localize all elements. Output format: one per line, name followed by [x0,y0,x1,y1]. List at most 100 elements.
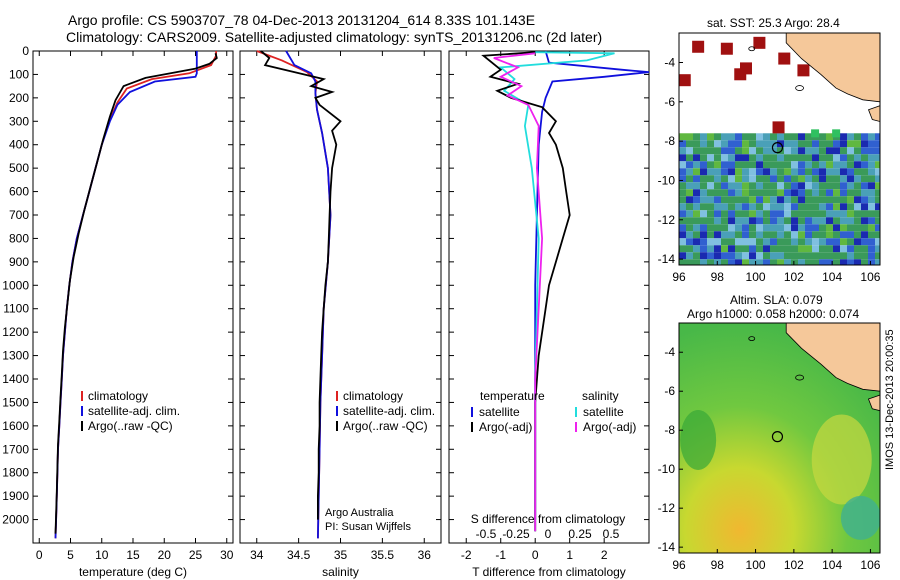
sst-cell [700,133,707,141]
map-y-tick-label: -6 [664,95,675,109]
sst-cell [777,259,784,265]
sst-cell [742,189,749,197]
sst-map-title: sat. SST: 25.3 Argo: 28.4 [707,16,840,30]
sst-cell [735,133,742,141]
sst-cell [875,182,880,190]
sst-red-cell [720,42,733,55]
sst-cell [819,175,826,183]
sst-cell [707,238,714,246]
sst-cell [721,140,728,148]
sst-cell [777,147,784,155]
sst-cell [868,189,875,197]
sst-cell [693,224,700,232]
sst-cell [826,154,833,162]
sst-cell [693,259,700,265]
sst-cell [777,210,784,218]
sst-cell [854,182,861,190]
sst-cell [707,245,714,253]
sst-cell [847,133,854,141]
sst-cell [861,147,868,155]
sst-cell [833,252,840,260]
x-tick-label: 5 [67,548,74,562]
sst-cell [861,224,868,232]
sst-cell [791,168,798,176]
chart-subtitle: Climatology: CARS2009. Satellite-adjuste… [66,29,603,45]
sst-cell [819,224,826,232]
sst-cell [756,154,763,162]
sst-cell [812,175,819,183]
sst-cell [728,245,735,253]
sst-cell [812,196,819,204]
sst-cell [707,196,714,204]
sst-cell [861,259,868,265]
map-x-tick-label: 104 [822,558,842,572]
sst-cell [798,189,805,197]
map-y-tick-label: -12 [658,501,676,515]
sst-cell [735,217,742,225]
sst-cell [700,182,707,190]
sst-cell [721,259,728,265]
sst-cell [714,182,721,190]
sst-cell [833,238,840,246]
sst-cell [707,133,714,141]
sst-cell [700,196,707,204]
sst-cell [840,259,847,265]
sst-cell [840,182,847,190]
sst-cell [742,217,749,225]
sst-cell [826,224,833,232]
sst-cell [875,175,880,183]
sst-cell [742,203,749,211]
x-tick-label: 0 [532,548,539,562]
sst-cell [707,161,714,169]
sst-cell [826,189,833,197]
sst-cell [700,217,707,225]
sst-cell [798,161,805,169]
x-tick-label: 36 [418,548,432,562]
sst-cell [819,217,826,225]
sla-patch [811,414,872,505]
sst-cell [819,245,826,253]
sst-cell [728,161,735,169]
sst-cell [721,182,728,190]
map-y-tick-label: -12 [658,213,676,227]
sst-cell [735,147,742,155]
sst-cell [686,140,693,148]
sst-cell [686,217,693,225]
sst-cell [840,245,847,253]
y-tick-label: 300 [9,114,29,128]
sst-cell [784,196,791,204]
sst-cell [854,189,861,197]
sst-red-cell [797,64,810,77]
sst-cell [854,140,861,148]
y-tick-label: 1700 [2,442,29,456]
sst-cell [693,217,700,225]
sst-cell [693,147,700,155]
sst-cell [728,175,735,183]
map-y-tick-label: -8 [664,423,675,437]
java-land [867,394,880,412]
sst-cell [735,154,742,162]
sst-cell [763,231,770,239]
sst-cell [840,196,847,204]
sst-cell [868,252,875,260]
y-tick-label: 1500 [2,395,29,409]
sst-cell [791,259,798,265]
sst-cell [763,210,770,218]
sst-cell [707,217,714,225]
map-x-tick-label: 102 [784,270,804,284]
sst-cell [840,217,847,225]
sst-cell [861,217,868,225]
sst-cell [763,217,770,225]
sst-cell [679,259,686,265]
sst-cell [791,245,798,253]
map-x-tick-label: 104 [822,270,842,284]
sst-cell [686,252,693,260]
sst-cell [798,147,805,155]
sst-cell [868,147,875,155]
sst-cell [791,231,798,239]
sst-cell [798,217,805,225]
sst-cell [714,245,721,253]
sst-cell [868,154,875,162]
panel-frame [32,50,234,544]
map-frame [678,322,881,554]
